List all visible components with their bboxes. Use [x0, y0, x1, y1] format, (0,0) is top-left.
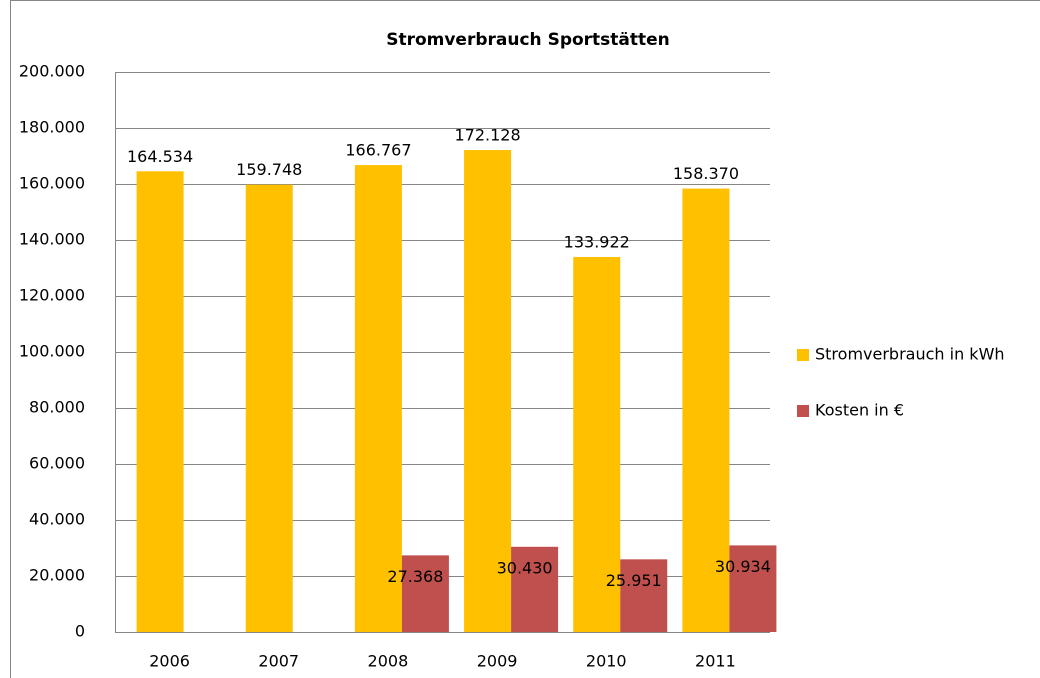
x-tick-label: 2009: [477, 652, 518, 671]
chart-title: Stromverbrauch Sportstätten: [386, 30, 670, 50]
legend-label: Kosten in €: [815, 401, 904, 420]
x-tick-label: 2008: [368, 652, 409, 671]
y-tick-label: 120.000: [19, 286, 85, 305]
legend-swatch: [797, 405, 809, 417]
bar: [511, 546, 559, 632]
y-tick-label: 20.000: [29, 566, 85, 585]
data-label: 166.767: [345, 141, 411, 160]
data-label: 27.368: [387, 567, 443, 586]
bar: [464, 150, 512, 632]
y-tick-label: 0: [75, 622, 85, 641]
y-tick-label: 200.000: [19, 62, 85, 81]
legend-swatch: [797, 349, 809, 361]
y-tick-label: 100.000: [19, 342, 85, 361]
x-tick-label: 2006: [149, 652, 190, 671]
y-tick-label: 80.000: [29, 398, 85, 417]
data-label: 159.748: [236, 160, 302, 179]
x-tick-label: 2011: [695, 652, 736, 671]
data-label: 172.128: [454, 126, 520, 145]
bar: [573, 257, 621, 632]
bar: [682, 188, 730, 632]
data-label: 30.430: [497, 558, 553, 577]
data-label: 25.951: [606, 571, 662, 590]
data-label: 30.934: [715, 557, 771, 576]
bar: [354, 165, 402, 632]
data-label: 164.534: [127, 147, 193, 166]
legend-label: Stromverbrauch in kWh: [815, 345, 1005, 364]
bar: [136, 171, 184, 632]
x-tick-label: 2010: [586, 652, 627, 671]
x-tick-label: 2007: [258, 652, 299, 671]
bar: [245, 184, 293, 632]
y-tick-label: 40.000: [29, 510, 85, 529]
bar: [620, 559, 668, 632]
bar: [729, 545, 777, 632]
y-tick-label: 160.000: [19, 174, 85, 193]
bar: [401, 555, 449, 632]
data-label: 133.922: [564, 233, 630, 252]
y-tick-label: 180.000: [19, 118, 85, 137]
y-tick-label: 140.000: [19, 230, 85, 249]
data-label: 158.370: [673, 164, 739, 183]
y-tick-label: 60.000: [29, 454, 85, 473]
